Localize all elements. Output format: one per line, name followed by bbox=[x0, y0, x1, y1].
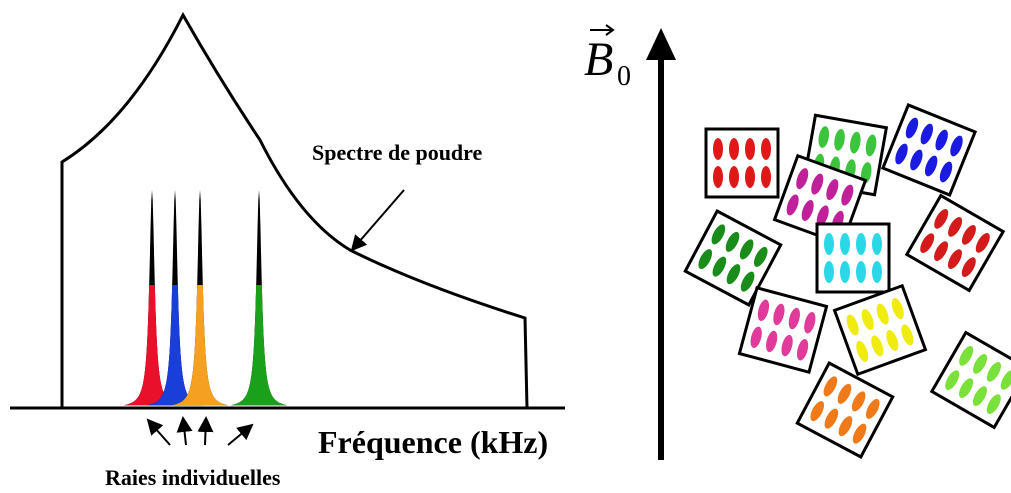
spin bbox=[824, 261, 834, 283]
spin bbox=[745, 166, 755, 188]
crystal-box bbox=[883, 105, 975, 195]
spin bbox=[713, 166, 723, 188]
spin bbox=[856, 261, 866, 283]
individual-peaks bbox=[124, 190, 287, 405]
spin bbox=[745, 138, 755, 160]
spin bbox=[872, 261, 882, 283]
field-subscript: 0 bbox=[617, 61, 631, 92]
spin bbox=[761, 138, 771, 160]
powder-spectrum bbox=[62, 15, 527, 408]
spin bbox=[856, 233, 866, 255]
field-arrow-head bbox=[646, 28, 676, 60]
crystal-box bbox=[907, 196, 1003, 291]
peaks-label: Raies individuelles bbox=[105, 465, 281, 490]
spin bbox=[824, 233, 834, 255]
spin bbox=[872, 233, 882, 255]
field-symbol: B bbox=[584, 33, 613, 86]
spin bbox=[761, 166, 771, 188]
crystallites bbox=[685, 105, 1011, 457]
spin bbox=[840, 261, 850, 283]
diagram: Spectre de poudre Fréquence (kHz) Raies … bbox=[0, 0, 1011, 493]
crystallite bbox=[907, 196, 1003, 291]
spin bbox=[713, 138, 723, 160]
crystal-box bbox=[835, 286, 926, 375]
powder-arrow bbox=[352, 190, 404, 250]
crystallite bbox=[797, 363, 892, 457]
crystallite bbox=[739, 288, 826, 372]
spin bbox=[840, 233, 850, 255]
crystallite bbox=[932, 333, 1011, 428]
crystallite bbox=[883, 105, 975, 195]
crystal-box bbox=[797, 363, 892, 457]
spin bbox=[729, 166, 739, 188]
crystallite bbox=[706, 129, 778, 197]
crystallite bbox=[835, 286, 926, 375]
spin bbox=[729, 138, 739, 160]
crystallite bbox=[817, 224, 889, 292]
crystal-box bbox=[739, 288, 826, 372]
peak-arrows bbox=[148, 418, 252, 445]
powder-label: Spectre de poudre bbox=[312, 140, 483, 165]
x-axis-label: Fréquence (kHz) bbox=[318, 424, 548, 460]
